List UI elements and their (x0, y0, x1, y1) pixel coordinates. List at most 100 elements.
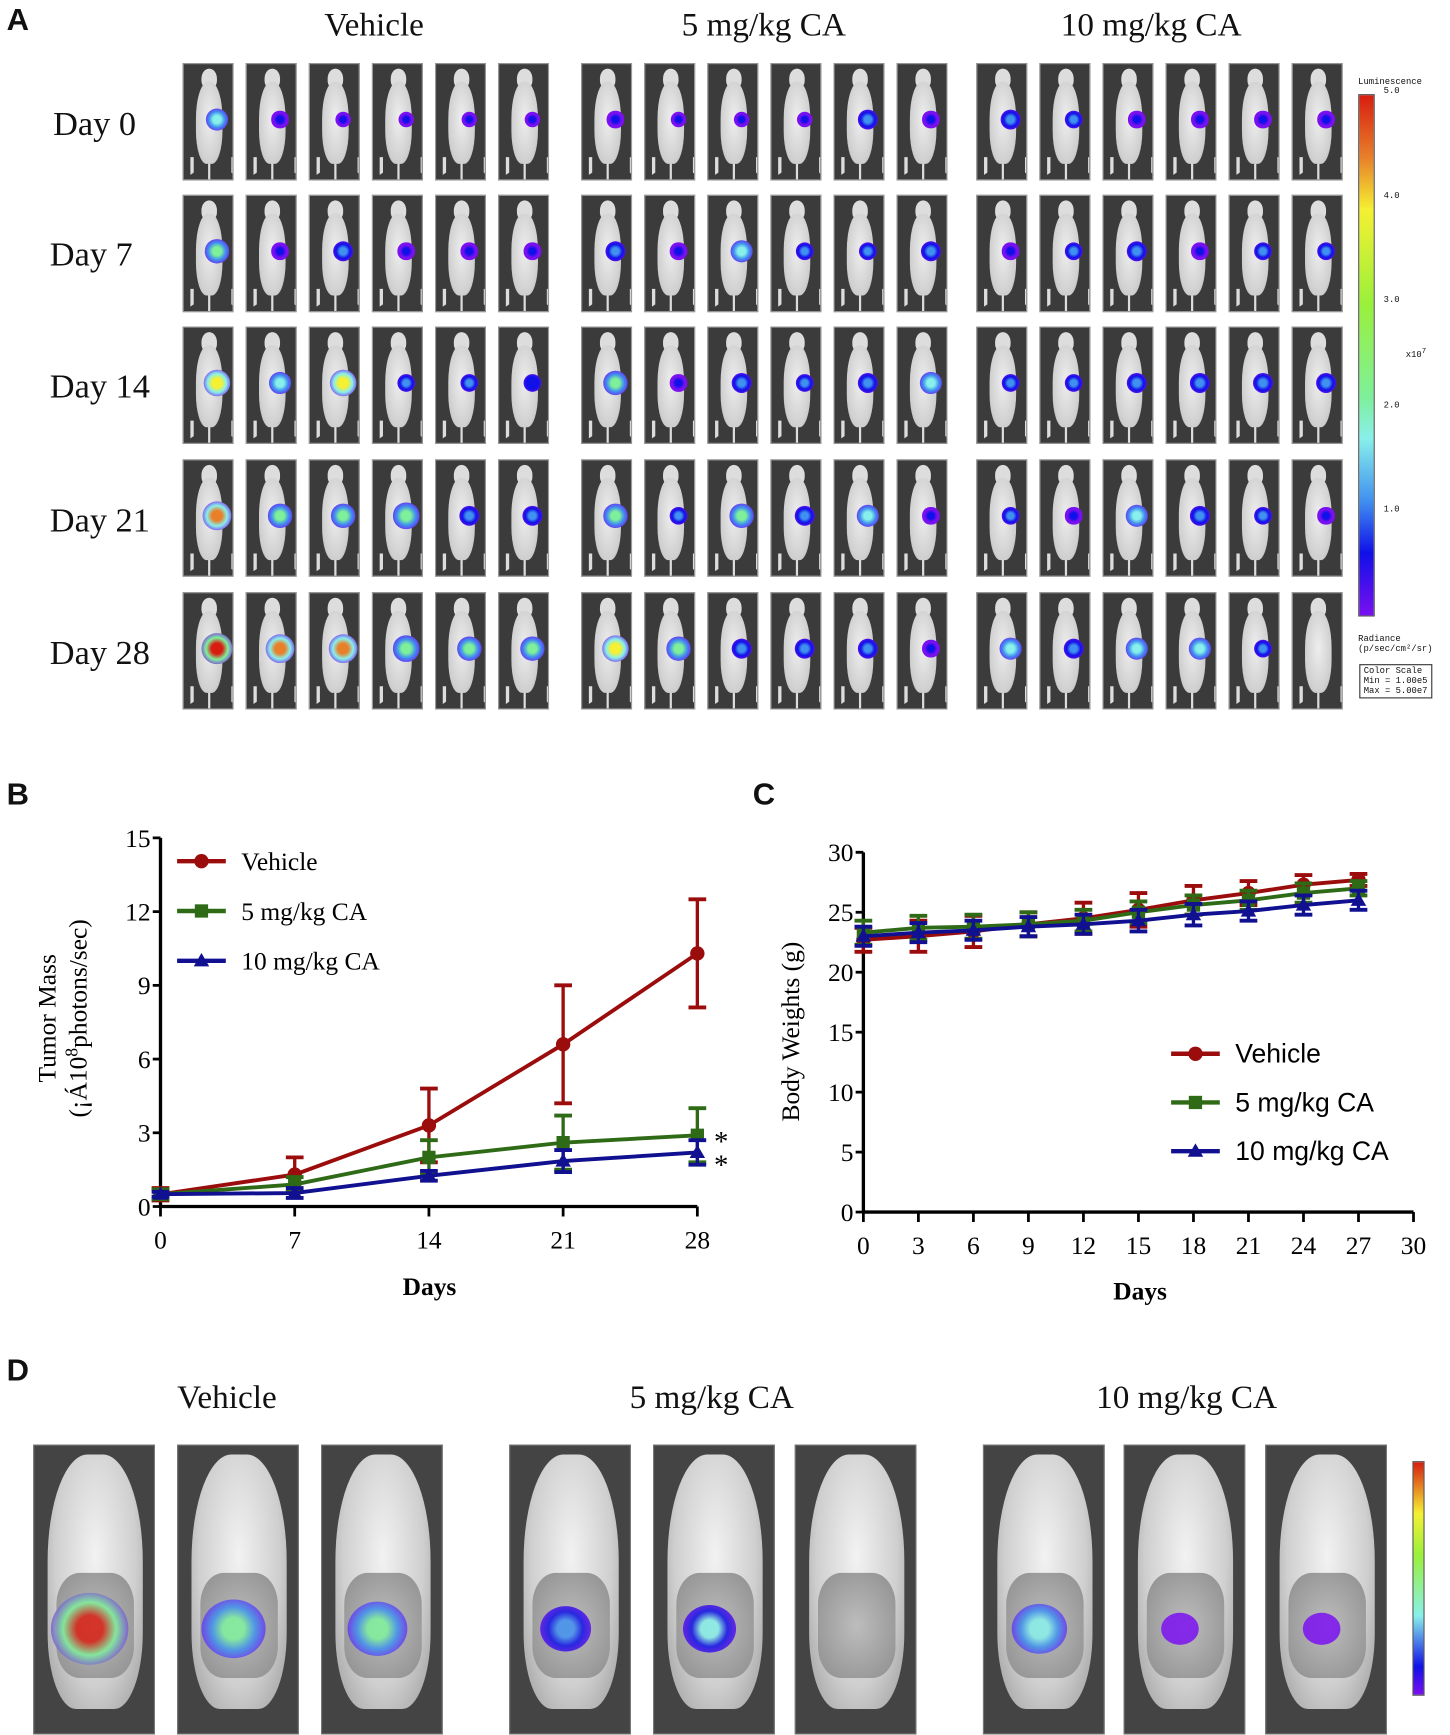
luminescence-signal (603, 371, 628, 395)
mouse-image (1039, 459, 1091, 577)
y-tick-label: 0 (841, 1198, 854, 1227)
y-tick-label: 6 (138, 1045, 151, 1074)
luminescence-signal (460, 242, 478, 260)
colorbar-unit-1: Radiance (1358, 634, 1401, 645)
luminescence-signal (1000, 109, 1021, 130)
mouse-image (896, 459, 948, 577)
color-scale-min: Min = 1.00e5 (1363, 676, 1428, 687)
luminescence-signal (268, 371, 292, 395)
data-point-triangle (152, 1186, 169, 1200)
mouse-image (308, 592, 360, 710)
mouse-image (581, 63, 633, 181)
mouse-image (182, 194, 234, 313)
mouse-image (896, 326, 948, 444)
luminescence-signal (1001, 373, 1020, 393)
y-axis-label-part: 8 (61, 1048, 81, 1057)
mouse-image (498, 592, 550, 710)
luminescence-signal (396, 373, 416, 393)
mouse-image (435, 592, 486, 710)
mouse-image (1228, 194, 1280, 313)
luminescence-signal (1125, 637, 1148, 660)
data-point-triangle (1295, 897, 1312, 911)
mouse-image (1165, 326, 1217, 444)
x-tick-label: 21 (1236, 1231, 1261, 1260)
data-point-circle (194, 853, 209, 869)
luminescence-signal (1001, 506, 1020, 526)
luminescence-signal (670, 374, 687, 392)
mouse-image (644, 326, 696, 444)
x-tick-label: 24 (1291, 1231, 1317, 1260)
data-point-triangle (555, 1153, 571, 1167)
luminescence-signal (731, 638, 752, 659)
mouse-image (1039, 326, 1091, 444)
multiplier-base: x10 (1405, 350, 1422, 361)
colorbar-tick: 3.0 (1383, 295, 1400, 306)
luminescence-signal (1128, 111, 1146, 128)
mouse-image (833, 63, 885, 181)
luminescence-signal (1002, 242, 1019, 260)
luminescence-signal (1126, 372, 1147, 394)
mouse-image (976, 326, 1028, 444)
mouse-image (1165, 63, 1217, 181)
luminescence-signal (1191, 111, 1209, 128)
luminescence-signal (1161, 1612, 1199, 1645)
luminescence-signal (1191, 242, 1209, 260)
mouse-image (371, 326, 423, 444)
luminescence-signal (457, 636, 482, 661)
x-tick-label: 27 (1346, 1231, 1371, 1260)
luminescence-signal (1189, 505, 1211, 526)
color-scale-box: Color Scale Min = 1.00e5 Max = 5.00e7 (1359, 664, 1432, 699)
luminescence-signal (682, 1604, 737, 1653)
luminescence-signal (731, 372, 752, 394)
luminescence-signal (795, 373, 815, 393)
mouse-image (896, 592, 948, 710)
luminescence-signal (999, 637, 1022, 660)
mouse-image (1165, 592, 1217, 710)
data-point-square (1188, 1095, 1203, 1110)
mouse-image (182, 459, 234, 577)
mouse-image (707, 63, 759, 181)
legend-label: 10 mg/kg CA (1235, 1136, 1389, 1166)
luminescence-signal (1316, 241, 1336, 261)
luminescence-signal (523, 242, 541, 260)
mouse-image (308, 459, 360, 577)
luminescence-signal (670, 111, 687, 128)
luminescence-signal (328, 634, 358, 664)
mouse-image (707, 326, 759, 444)
mouse-image (182, 326, 234, 444)
mouse-image (770, 592, 822, 710)
row-label-day7: Day 7 (49, 234, 133, 274)
mouse-image (308, 63, 360, 181)
luminescence-signal (858, 241, 878, 261)
luminescence-signal (1065, 507, 1083, 525)
data-point-circle (690, 946, 705, 961)
mouse-image (644, 63, 696, 181)
luminescence-signal (540, 1605, 592, 1651)
x-tick-label: 30 (1401, 1231, 1426, 1260)
mouse-image (435, 326, 486, 444)
mouse-image (1039, 194, 1091, 313)
x-tick-label: 28 (685, 1226, 710, 1255)
mouse-image (245, 592, 297, 710)
luminescence-signal (857, 372, 878, 394)
mouse-image (371, 592, 423, 710)
data-point-triangle (1185, 906, 1202, 921)
series-line (863, 886, 1359, 935)
luminescence-signal (520, 636, 545, 661)
luminescence-signal (730, 240, 753, 263)
mouse-image (976, 459, 1028, 577)
y-tick-label: 25 (828, 898, 853, 927)
mouse-image (770, 459, 822, 577)
mouse-image (581, 592, 633, 710)
color-scale-max: Max = 5.00e7 (1363, 686, 1428, 697)
luminescence-signal (1189, 372, 1211, 394)
mouse-image (245, 194, 297, 313)
luminescence-signal (670, 242, 687, 260)
legend-label: Vehicle (1235, 1039, 1321, 1069)
luminescence-signal (1126, 241, 1147, 262)
luminescence-signal (922, 111, 940, 128)
luminescence-signal (398, 111, 415, 128)
colorbar-tick: 2.0 (1383, 400, 1400, 411)
mouse-image (371, 459, 423, 577)
dissected-mouse-image (321, 1444, 443, 1735)
